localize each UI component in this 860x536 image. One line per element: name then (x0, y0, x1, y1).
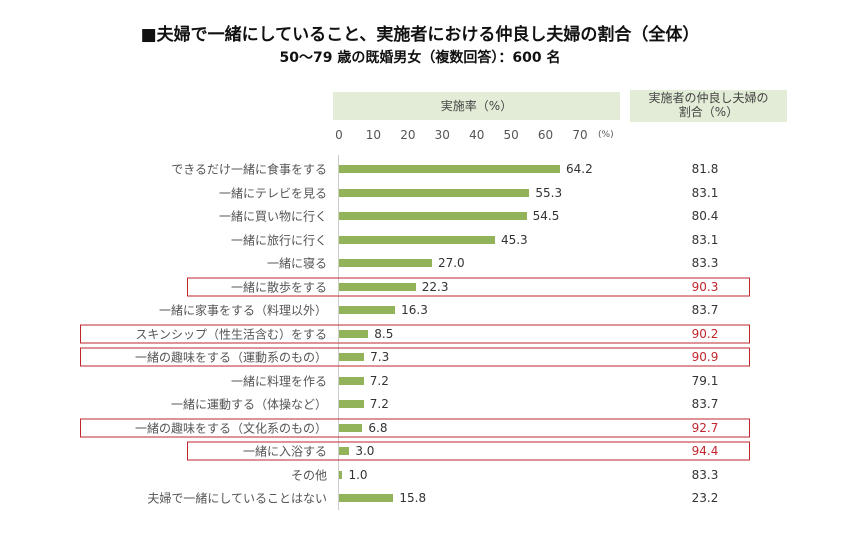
bar (339, 235, 495, 244)
highlight-box (80, 418, 750, 437)
ratio-value: 83.3 (691, 256, 719, 270)
x-axis-unit: (%) (598, 130, 614, 140)
x-tick-label: 0 (335, 128, 343, 142)
bar (339, 470, 343, 479)
bar-value-label: 55.3 (535, 185, 563, 200)
ratio-value: 83.1 (691, 232, 719, 247)
bar-value-label: 8.5 (374, 326, 394, 341)
ratio-header-line: 実施者の仲良し夫婦の (648, 91, 769, 105)
y-axis-line (338, 155, 339, 510)
x-axis-label: 実施率（%） (333, 92, 620, 120)
category-label: できるだけ一緒に食事をする (171, 162, 327, 177)
bar (339, 353, 365, 361)
category-label: 一緒にテレビを見る (218, 186, 327, 200)
bar-value-label: 1.0 (348, 467, 368, 482)
category-label: 一緒に旅行に行く (230, 233, 327, 247)
bar-value-label: 64.2 (566, 162, 593, 176)
bar-value-label: 3.0 (355, 444, 375, 458)
ratio-value: 79.1 (691, 373, 719, 388)
bar-value-label: 7.3 (370, 350, 390, 364)
category-label: 一緒に買い物に行く (218, 209, 327, 224)
bar-value-label: 6.8 (368, 420, 388, 435)
bar (339, 423, 363, 432)
ratio-value: 80.4 (691, 209, 719, 223)
category-label: スキンシップ（性生活含む）をする (135, 327, 327, 341)
category-label: 一緒に料理を作る (230, 374, 327, 388)
category-label: 一緒の趣味をする（文化系のもの） (134, 421, 327, 435)
x-tick-label: 70 (572, 128, 588, 142)
highlight-box (80, 347, 750, 367)
bar (339, 400, 364, 408)
ratio-value: 83.7 (691, 303, 719, 317)
highlight-box (187, 277, 750, 296)
highlight-box (187, 441, 750, 461)
category-label: 一緒の趣味をする（運動系のもの） (134, 350, 327, 365)
ratio-column-header: 実施者の仲良し夫婦の 割合（%） (630, 90, 787, 122)
x-tick-label: 10 (365, 128, 382, 142)
bar (339, 212, 527, 220)
category-label: 一緒に寝る (266, 256, 327, 271)
chart-subtitle: 50～79 歳の既婚男女（複数回答）：600 名 (279, 50, 561, 66)
ratio-value: 90.3 (691, 279, 719, 294)
ratio-value: 92.7 (691, 420, 719, 435)
bar (339, 494, 394, 502)
ratio-value: 83.3 (691, 467, 719, 482)
bar (339, 447, 350, 455)
bar (339, 165, 561, 173)
bar (339, 259, 432, 267)
category-label: 一緒に入浴する (242, 444, 327, 459)
ratio-value: 94.4 (691, 444, 719, 458)
ratio-value: 23.2 (691, 491, 719, 505)
bar (339, 188, 530, 197)
bar-value-label: 7.2 (369, 373, 389, 388)
bar (339, 376, 364, 385)
category-label: 一緒に運動する（体操など） (170, 397, 327, 412)
bar (339, 282, 416, 291)
bar-value-label: 27.0 (437, 256, 465, 270)
ratio-value: 81.8 (691, 162, 719, 176)
bar-value-label: 54.5 (532, 209, 560, 223)
ratio-value: 83.1 (691, 185, 719, 200)
category-label: その他 (290, 468, 327, 482)
ratio-value: 90.9 (691, 350, 719, 364)
bar-value-label: 22.3 (421, 279, 449, 294)
x-tick-label: 40 (469, 128, 485, 142)
ratio-value: 83.7 (691, 397, 719, 411)
x-tick-label: 20 (400, 128, 416, 142)
highlight-box (80, 324, 750, 343)
bar-value-label: 16.3 (401, 303, 428, 317)
ratio-header-line: 割合（%） (678, 105, 739, 119)
bar-value-label: 15.8 (399, 491, 427, 505)
bar-value-label: 45.3 (500, 232, 528, 247)
bar (339, 306, 396, 314)
bar (339, 329, 369, 338)
x-tick-label: 30 (434, 128, 450, 142)
chart-title: ■夫婦で一緒にしていること、実施者における仲良し夫婦の割合（全体） (140, 25, 700, 45)
category-label: 一緒に家事をする（料理以外） (158, 303, 327, 318)
x-tick-label: 50 (503, 128, 519, 142)
bar-value-label: 7.2 (369, 397, 389, 411)
category-label: 一緒に散歩をする (230, 280, 327, 294)
x-tick-label: 60 (537, 128, 554, 142)
category-label: 夫婦で一緒にしていることはない (147, 491, 327, 506)
ratio-value: 90.2 (691, 326, 719, 341)
